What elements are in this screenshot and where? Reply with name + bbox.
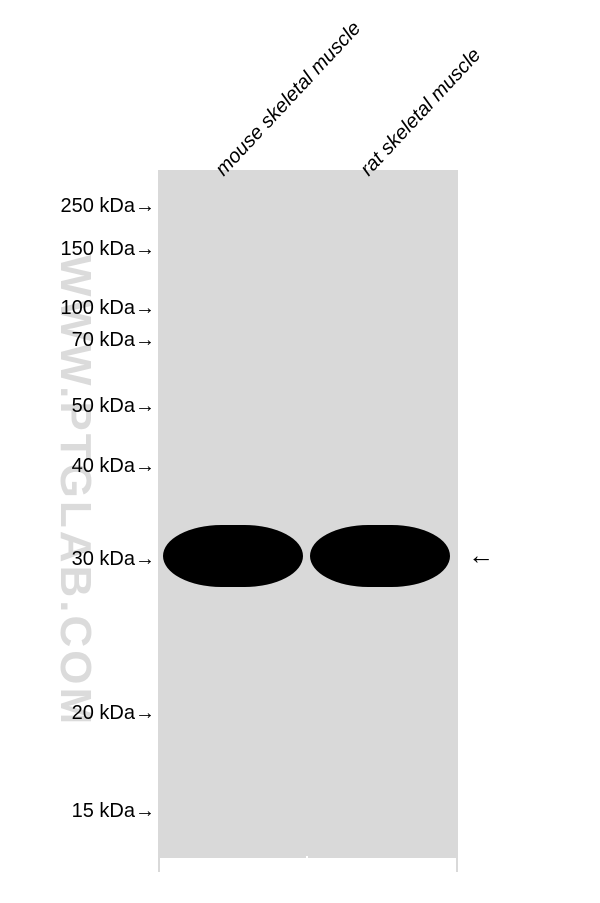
marker-150: 150 kDa→	[61, 238, 156, 261]
lane-divider	[456, 856, 458, 872]
lane-label-2: rat skeletal muscle	[356, 44, 486, 181]
lane-divider	[306, 856, 308, 872]
band-lane-2	[310, 525, 450, 587]
marker-20: 20 kDa→	[72, 702, 155, 725]
band-lane-1	[163, 525, 303, 587]
watermark: WWW.PTGLAB.COM	[50, 255, 100, 727]
marker-70: 70 kDa→	[72, 329, 155, 352]
target-arrow-icon: ←	[468, 540, 494, 571]
blot-bottom-gap	[158, 858, 458, 872]
marker-40: 40 kDa→	[72, 455, 155, 478]
marker-15: 15 kDa→	[72, 800, 155, 823]
lane-divider	[158, 856, 160, 872]
marker-30: 30 kDa→	[72, 548, 155, 571]
marker-50: 50 kDa→	[72, 395, 155, 418]
lane-label-1: mouse skeletal muscle	[211, 17, 366, 181]
western-blot-figure: WWW.PTGLAB.COM mouse skeletal muscle rat…	[0, 0, 600, 903]
marker-100: 100 kDa→	[61, 297, 156, 320]
blot-membrane	[158, 170, 458, 870]
marker-250: 250 kDa→	[61, 195, 156, 218]
